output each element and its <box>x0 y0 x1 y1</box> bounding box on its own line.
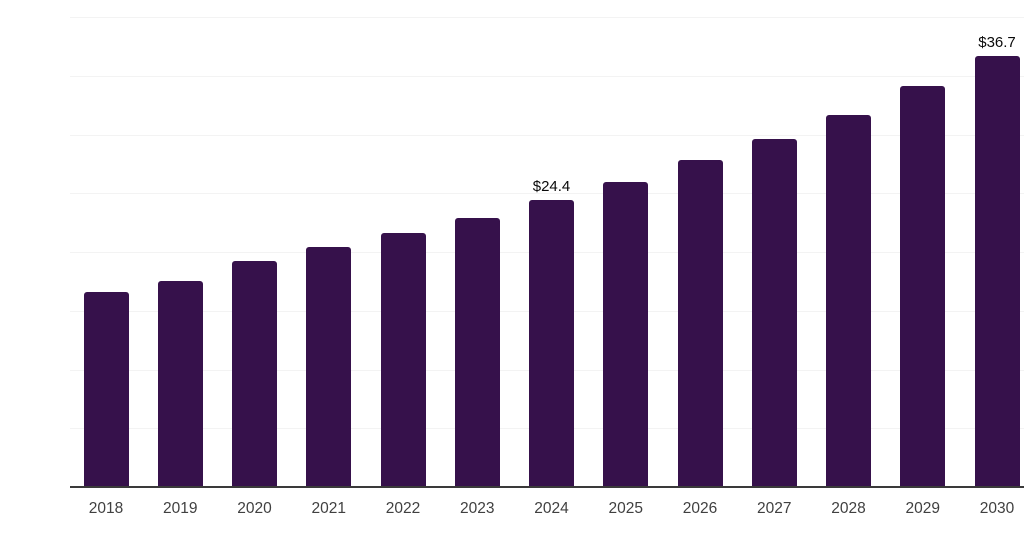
x-tick-label-2026: 2026 <box>682 500 718 517</box>
x-tick-label-2029: 2029 <box>905 500 941 517</box>
x-tick-label-2018: 2018 <box>88 500 124 517</box>
bar-2026 <box>677 160 723 487</box>
gridline-y-25 <box>70 193 1024 195</box>
bar-2019 <box>157 281 203 487</box>
bar-2021 <box>306 247 352 487</box>
bar-2020 <box>232 261 277 487</box>
x-axis-line <box>70 486 1024 488</box>
market-size-bar-chart: $24.4 $36.7 2018 2019 2020 2021 2022 2023 2024 2… <box>40 16 1024 528</box>
bar-2027 <box>751 139 797 487</box>
bar-2025 <box>603 181 649 487</box>
x-tick-label-2027: 2027 <box>757 500 792 517</box>
x-tick-label-2025: 2025 <box>608 500 644 517</box>
bar-2029 <box>900 86 946 487</box>
bar-2030 <box>974 55 1020 487</box>
plot-area: $24.4 $36.7 <box>70 17 1024 488</box>
gridline-y-35 <box>70 75 1024 77</box>
x-tick-label-2023: 2023 <box>460 500 495 517</box>
value-label-2030: $36.7 <box>978 33 1016 51</box>
x-tick-label-2028: 2028 <box>831 500 866 517</box>
gridline-y-30 <box>70 134 1024 136</box>
x-tick-label-2020: 2020 <box>237 500 272 517</box>
bar-2028 <box>826 114 871 487</box>
value-label-2024: $24.4 <box>532 178 571 196</box>
bar-2022 <box>380 233 426 487</box>
x-tick-label-2021: 2021 <box>311 500 347 517</box>
x-tick-label-2030: 2030 <box>979 500 1015 517</box>
x-tick-label-2024: 2024 <box>534 500 569 517</box>
x-tick-label-2022: 2022 <box>385 500 421 517</box>
gridline-y-40 <box>70 17 1024 18</box>
bar-2024 <box>529 200 574 487</box>
bar-2018 <box>83 291 129 487</box>
bar-2023 <box>454 217 500 487</box>
x-tick-label-2019: 2019 <box>163 500 198 517</box>
